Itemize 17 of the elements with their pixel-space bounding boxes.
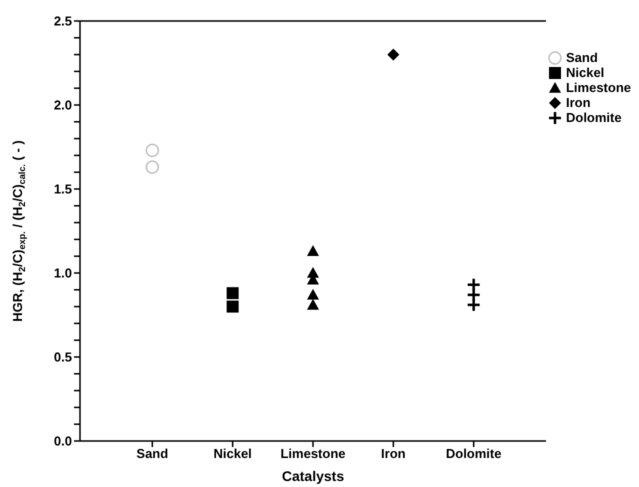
legend-label: Limestone	[566, 80, 631, 95]
legend-label: Sand	[566, 50, 598, 65]
y-tick-label: 2.0	[54, 98, 72, 113]
x-tick-label: Limestone	[280, 446, 346, 462]
legend-label: Iron	[566, 95, 591, 110]
y-tick-label: 0.5	[54, 350, 72, 365]
legend-label: Nickel	[566, 65, 604, 80]
legend-label: Dolomite	[566, 110, 622, 125]
y-tick-label: 1.5	[54, 182, 72, 197]
x-tick-label: Sand	[136, 446, 168, 462]
y-tick-label: 2.5	[54, 14, 72, 29]
x-axis-title: Catalysts	[282, 468, 344, 484]
x-tick-label: Dolomite	[446, 446, 502, 462]
y-tick-label: 0.0	[54, 434, 72, 449]
x-tick-label: Nickel	[213, 446, 252, 462]
y-tick-label: 1.0	[54, 266, 72, 281]
x-tick-label: Iron	[381, 446, 406, 462]
